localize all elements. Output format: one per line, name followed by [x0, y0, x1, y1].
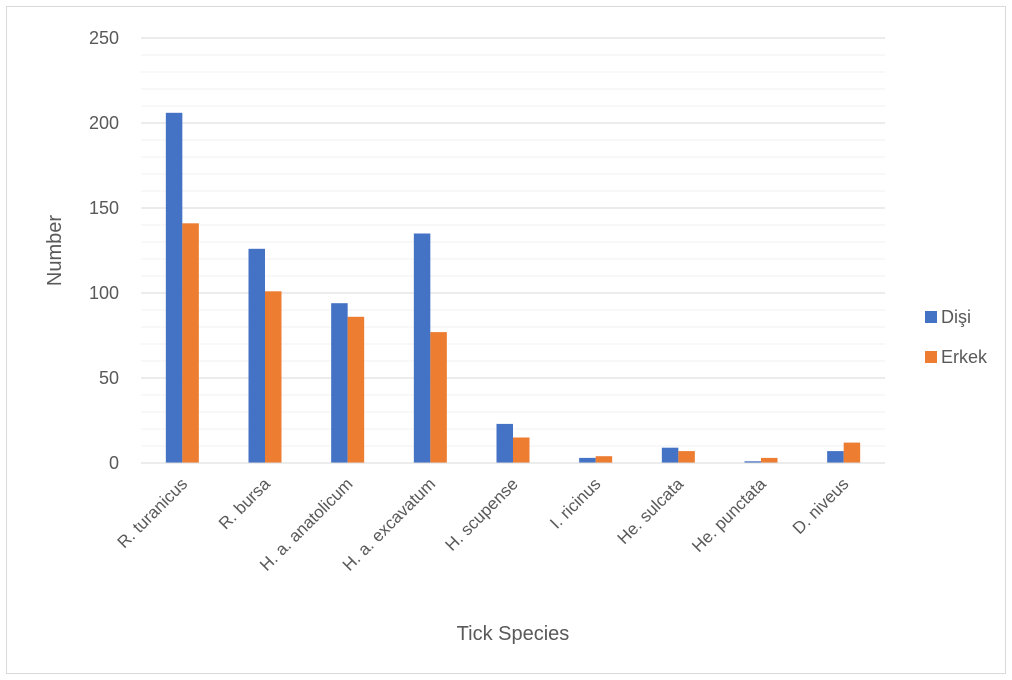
- y-tick-label: 100: [89, 283, 119, 303]
- legend-swatch: [925, 311, 937, 323]
- bar-erkek: [513, 437, 530, 463]
- bar-disi: [661, 447, 679, 463]
- legend: Dişi Erkek: [925, 307, 988, 367]
- y-tick-label: 200: [89, 113, 119, 133]
- bars: [165, 112, 861, 464]
- y-tick-label: 50: [99, 368, 119, 388]
- bar-disi: [413, 233, 431, 463]
- x-tick-label: H. scupense: [442, 474, 522, 554]
- bar-erkek: [761, 457, 778, 463]
- y-axis-ticks: 0 50 100 150 200 250: [89, 28, 119, 473]
- bar-erkek: [347, 316, 365, 463]
- bar-disi: [331, 303, 348, 463]
- legend-label: Erkek: [941, 347, 988, 367]
- x-tick-label: He. punctata: [688, 474, 770, 556]
- bar-disi: [827, 451, 844, 463]
- x-tick-label: R. bursa: [215, 474, 274, 533]
- bar-erkek: [182, 223, 199, 463]
- x-tick-label: R. turanicus: [114, 474, 192, 552]
- bar-erkek: [843, 442, 861, 463]
- bar-disi: [496, 423, 513, 463]
- y-axis-title: Number: [44, 215, 66, 286]
- y-tick-label: 150: [89, 198, 119, 218]
- bar-disi: [744, 461, 761, 463]
- bar-disi: [579, 457, 596, 463]
- bar-erkek: [265, 291, 282, 463]
- bar-erkek: [430, 332, 447, 463]
- x-tick-label: D. niveus: [789, 474, 853, 538]
- y-tick-label: 0: [109, 453, 119, 473]
- bar-disi: [248, 248, 265, 463]
- y-tick-label: 250: [89, 28, 119, 48]
- chart-frame: 0 50 100 150 200 250 R. turanicus R. bursa H. a…: [6, 6, 1006, 674]
- legend-label: Dişi: [941, 307, 971, 327]
- x-tick-label: I. ricinus: [546, 474, 604, 532]
- bar-erkek: [595, 456, 613, 463]
- legend-swatch: [925, 351, 937, 363]
- x-axis-title: Tick Species: [457, 623, 570, 645]
- bar-erkek: [678, 451, 695, 463]
- x-tick-label: He. sulcata: [614, 474, 688, 548]
- bar-disi: [165, 112, 183, 464]
